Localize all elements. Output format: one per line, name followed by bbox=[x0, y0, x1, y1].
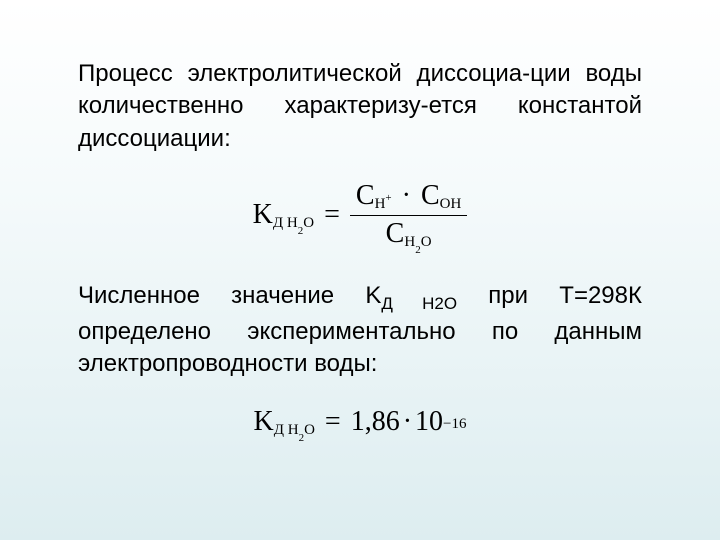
eq2-K-sub-O: O bbox=[304, 422, 315, 438]
eq1-denominator: C H2O bbox=[380, 219, 438, 250]
eq1-den-sub-2: 2 bbox=[415, 244, 421, 256]
eq1-equals: = bbox=[324, 199, 340, 231]
eq2-ten: 10 bbox=[415, 406, 443, 438]
eq1-den-C: C bbox=[386, 219, 405, 250]
equation-2-block: K Д H2O = 1,86·10−16 bbox=[78, 406, 642, 438]
eq2-K-sub-D: Д bbox=[274, 422, 284, 438]
eq1-K-sub-O: O bbox=[303, 215, 314, 231]
eq1-num-C1-sub: H+ bbox=[375, 193, 392, 213]
eq1-num-C1-sup-plus: + bbox=[385, 192, 391, 204]
eq1-K-sub-2: 2 bbox=[298, 225, 304, 237]
eq1-num-C2-sub: OH bbox=[440, 196, 462, 213]
eq2-equals: = bbox=[325, 406, 341, 438]
eq1-lhs: K Д H2O bbox=[253, 199, 314, 231]
eq2-K: K bbox=[254, 406, 274, 438]
eq2-K-sub-H: H bbox=[288, 422, 299, 438]
eq2-dot: · bbox=[400, 406, 415, 438]
eq1-den-CH2O: C H2O bbox=[386, 219, 432, 250]
eq1-K: K bbox=[253, 199, 273, 231]
eq2-lhs: K Д H2O bbox=[254, 406, 315, 438]
eq1-num-dot: · bbox=[399, 180, 414, 211]
eq2-rhs: 1,86·10−16 bbox=[351, 406, 467, 438]
eq1-den-C-sub: H2O bbox=[404, 234, 431, 253]
eq1-fraction-bar bbox=[350, 215, 467, 216]
eq2-value: 1,86 bbox=[351, 406, 400, 438]
eq1-numerator: C H+ · C OH bbox=[350, 181, 467, 212]
slide-content: Процесс электролитической диссоциа-ции в… bbox=[0, 0, 720, 438]
equation-2: K Д H2O = 1,86·10−16 bbox=[254, 406, 467, 438]
eq1-num-C2: C bbox=[421, 181, 440, 212]
eq2-K-sub-2: 2 bbox=[299, 432, 305, 444]
eq1-K-sub-D: Д bbox=[273, 215, 283, 231]
eq1-CH: C H+ bbox=[356, 181, 392, 212]
eq2-K-sub: Д H2O bbox=[274, 422, 315, 441]
eq1-num-C1: C bbox=[356, 181, 375, 212]
eq1-num-C1-sub-H: H bbox=[375, 196, 386, 212]
eq2-exp: −16 bbox=[443, 416, 466, 433]
eq1-fraction: C H+ · C OH C H2 bbox=[350, 181, 467, 250]
equation-1-block: K Д H2O = C H+ · C OH bbox=[78, 181, 642, 250]
equation-1: K Д H2O = C H+ · C OH bbox=[253, 181, 468, 250]
para2-sub: Д Н2О bbox=[381, 294, 457, 313]
eq1-K-sub: Д H2O bbox=[273, 215, 314, 234]
paragraph-1: Процесс электролитической диссоциа-ции в… bbox=[78, 58, 642, 155]
paragraph-2: Численное значение KД Н2О при Т=298К опр… bbox=[78, 280, 642, 381]
eq1-den-sub-O: O bbox=[421, 234, 432, 250]
eq1-K-sub-H: H bbox=[287, 215, 298, 231]
eq1-den-sub-H: H bbox=[404, 234, 415, 250]
para2-prefix: Численное значение K bbox=[78, 282, 381, 309]
eq1-COH: C OH bbox=[421, 181, 461, 212]
